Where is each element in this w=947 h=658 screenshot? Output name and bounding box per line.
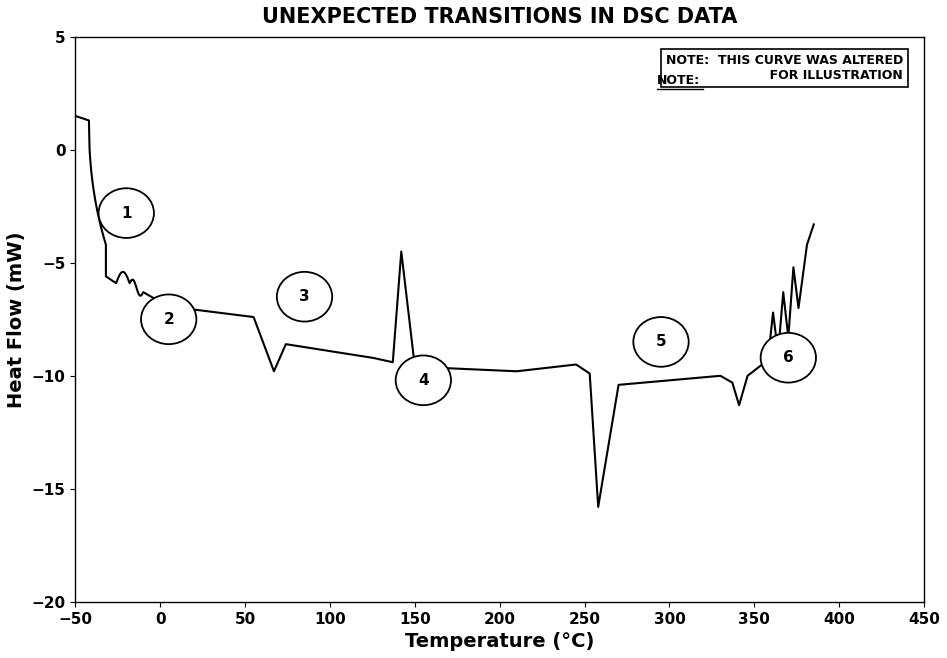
Ellipse shape [634,317,688,367]
Text: 2: 2 [163,312,174,327]
Ellipse shape [396,355,451,405]
Title: UNEXPECTED TRANSITIONS IN DSC DATA: UNEXPECTED TRANSITIONS IN DSC DATA [262,7,738,27]
Ellipse shape [277,272,332,322]
Text: 5: 5 [655,334,667,349]
Ellipse shape [98,188,154,238]
Text: 3: 3 [299,290,310,304]
Text: NOTE:  THIS CURVE WAS ALTERED
       FOR ILLUSTRATION: NOTE: THIS CURVE WAS ALTERED FOR ILLUSTR… [666,54,902,82]
X-axis label: Temperature (°C): Temperature (°C) [405,632,595,651]
Text: 4: 4 [418,373,429,388]
Text: 6: 6 [783,350,794,365]
Ellipse shape [760,333,816,382]
Text: NOTE:: NOTE: [657,74,700,87]
Y-axis label: Heat Flow (mW): Heat Flow (mW) [7,231,26,407]
Ellipse shape [141,294,196,344]
Text: 1: 1 [121,205,132,220]
